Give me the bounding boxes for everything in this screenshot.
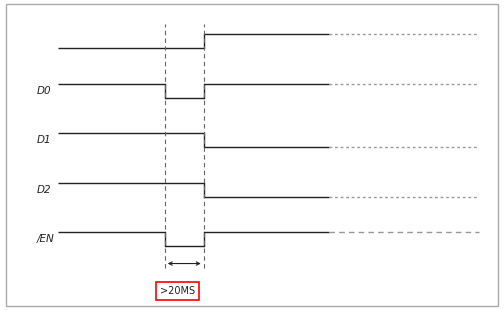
- Text: >20MS: >20MS: [160, 286, 195, 296]
- Text: /EN: /EN: [37, 234, 54, 244]
- Text: D2: D2: [37, 185, 51, 195]
- Text: D0: D0: [37, 86, 51, 95]
- Text: D1: D1: [37, 135, 51, 145]
